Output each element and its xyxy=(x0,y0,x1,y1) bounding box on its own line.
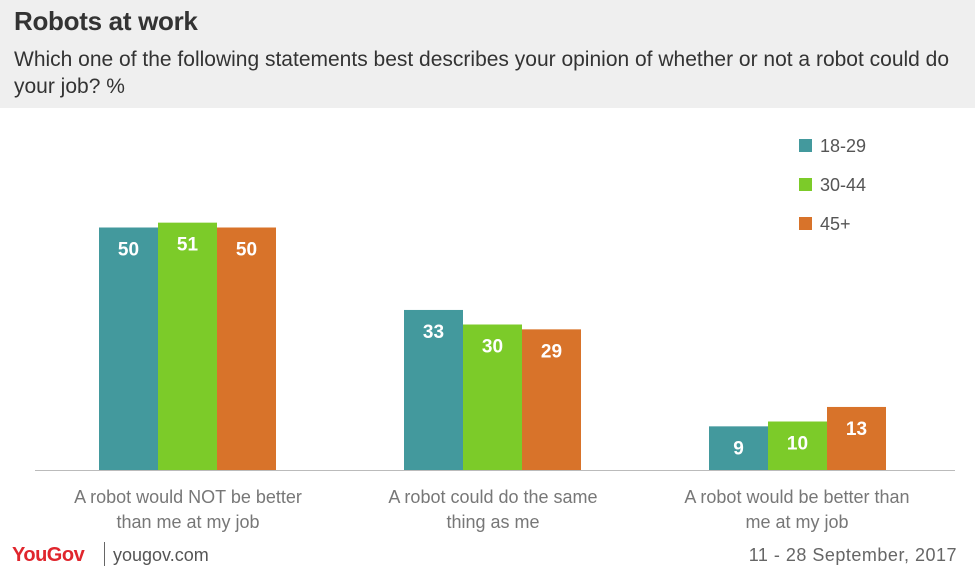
data-label: 9 xyxy=(733,438,744,459)
category-label: A robot would be better than xyxy=(684,487,909,507)
category-label: A robot would NOT be better xyxy=(74,487,302,507)
data-label: 50 xyxy=(118,240,139,261)
bar xyxy=(827,406,886,470)
data-label: 13 xyxy=(846,419,867,440)
legend-label: 18-29 xyxy=(820,136,866,156)
legend-swatch xyxy=(799,217,812,230)
data-label: 50 xyxy=(236,240,257,261)
category-label: than me at my job xyxy=(116,512,259,532)
data-label: 10 xyxy=(787,434,808,455)
bar xyxy=(709,426,768,470)
legend-swatch xyxy=(799,139,812,152)
bar xyxy=(463,324,522,470)
footer-url: yougov.com xyxy=(113,545,209,565)
chart-subtitle: Which one of the following statements be… xyxy=(14,48,950,98)
legend-swatch xyxy=(799,178,812,191)
bar xyxy=(522,329,581,470)
footer-date: 11 - 28 September, 2017 xyxy=(748,545,957,565)
legend-label: 30-44 xyxy=(820,175,866,195)
bar xyxy=(404,309,463,470)
footer-separator xyxy=(104,542,105,566)
data-label: 33 xyxy=(423,322,444,343)
legend-label: 45+ xyxy=(820,214,851,234)
data-label: 29 xyxy=(541,341,562,362)
bar xyxy=(158,222,217,470)
yougov-logo: YouGov xyxy=(12,544,85,566)
category-label: thing as me xyxy=(446,512,539,532)
chart-title: Robots at work xyxy=(14,6,198,36)
category-label: me at my job xyxy=(745,512,848,532)
category-label: A robot could do the same xyxy=(388,487,597,507)
bar xyxy=(217,227,276,470)
bar xyxy=(99,227,158,470)
data-label: 51 xyxy=(177,235,199,256)
header: Robots at work Which one of the followin… xyxy=(0,0,975,108)
bar xyxy=(768,421,827,470)
data-label: 30 xyxy=(482,337,503,358)
